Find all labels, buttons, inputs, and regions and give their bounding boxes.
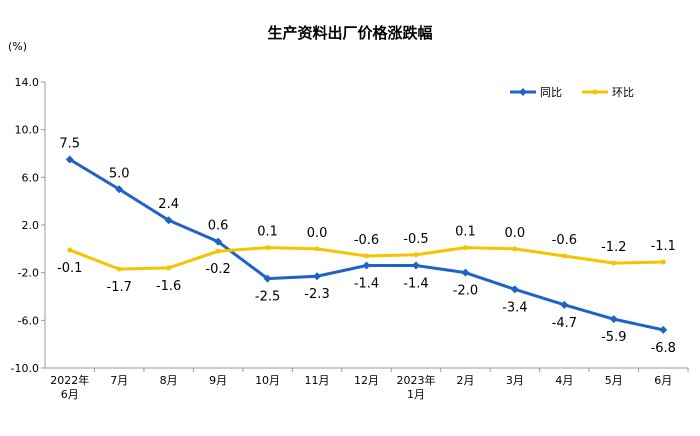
x-tick-line: 1月 <box>407 388 425 401</box>
data-point-yoy <box>560 300 569 309</box>
x-tick-line: 3月 <box>506 374 524 387</box>
x-tick-line: 6月 <box>61 388 79 401</box>
y-tick-label: 14.0 <box>15 76 40 89</box>
x-tick-line: 2023年 <box>396 373 435 387</box>
x-tick-label: 2022年 6月 <box>50 373 89 401</box>
data-label-yoy: 2.4 <box>158 197 179 212</box>
data-label-mom: -1.2 <box>601 240 626 255</box>
y-tick-label: -6.0 <box>18 314 39 327</box>
data-labels: 7.5 5.0 2.4 0.6 -2.5 -2.3 -1.4 -1.4 -2.0 -3.4 -4.7… <box>57 136 676 355</box>
x-tick-line: 7月 <box>110 374 128 387</box>
x-tick-label: 9月 <box>209 374 227 387</box>
data-point-mom <box>215 248 221 254</box>
data-label-yoy: -5.9 <box>601 330 626 345</box>
data-point-mom <box>116 266 122 272</box>
data-label-yoy: -3.4 <box>502 300 527 315</box>
y-tick-label: -10.0 <box>11 362 39 375</box>
legend-marker-mom <box>592 89 598 95</box>
data-point-mom <box>462 245 468 251</box>
x-tick-label: 10月 <box>255 374 280 387</box>
data-point-yoy <box>263 274 272 283</box>
data-point-mom <box>314 246 320 252</box>
legend-marker-yoy <box>519 88 527 96</box>
data-label-yoy: 0.6 <box>208 219 229 234</box>
data-label-mom: 0.0 <box>307 226 328 241</box>
x-tick-line: 11月 <box>305 374 330 387</box>
x-tick-line: 2022年 <box>50 373 89 387</box>
data-point-yoy <box>461 268 470 277</box>
data-point-yoy <box>313 272 322 281</box>
data-point-mom <box>561 253 567 259</box>
legend-label-mom: 环比 <box>612 86 634 99</box>
data-label-yoy: -2.3 <box>304 287 329 302</box>
data-label-yoy: -1.4 <box>403 277 428 292</box>
data-point-yoy <box>411 261 420 270</box>
data-point-mom <box>660 259 666 265</box>
y-tick-label: 6.0 <box>22 171 40 184</box>
x-tick-label: 8月 <box>160 374 178 387</box>
x-tick-label: 6月 <box>654 374 672 387</box>
legend: 同比 环比 <box>510 86 634 99</box>
data-point-yoy <box>214 237 223 246</box>
data-point-yoy <box>164 216 173 225</box>
data-label-mom: 0.0 <box>505 226 526 241</box>
x-tick-label: 4月 <box>555 374 573 387</box>
x-tick-label: 3月 <box>506 374 524 387</box>
data-label-yoy: 5.0 <box>109 166 130 181</box>
data-label-mom: -0.6 <box>354 233 379 248</box>
data-label-mom: -0.6 <box>552 233 577 248</box>
data-point-yoy <box>115 185 124 194</box>
x-tick-label: 7月 <box>110 374 128 387</box>
x-tick-label: 5月 <box>605 374 623 387</box>
x-tick-line: 5月 <box>605 374 623 387</box>
x-tick-label: 12月 <box>354 374 379 387</box>
data-label-yoy: -2.5 <box>255 290 280 305</box>
x-tick-line: 2月 <box>456 374 474 387</box>
y-tick-label: -2.0 <box>18 267 39 280</box>
x-tick-line: 12月 <box>354 374 379 387</box>
x-tick-label: 2023年 1月 <box>396 373 435 401</box>
data-label-mom: -1.6 <box>156 279 181 294</box>
data-point-yoy <box>609 315 618 324</box>
data-label-yoy: -4.7 <box>552 316 577 331</box>
data-label-mom: -1.1 <box>651 239 676 254</box>
data-label-mom: 0.1 <box>257 225 278 240</box>
data-point-mom <box>512 246 518 252</box>
legend-label-yoy: 同比 <box>540 86 562 99</box>
data-label-mom: -0.1 <box>57 261 82 276</box>
data-point-mom <box>67 247 73 253</box>
x-tick-line: 10月 <box>255 374 280 387</box>
data-label-yoy: 7.5 <box>59 136 80 151</box>
series-layer <box>65 155 668 334</box>
data-point-yoy <box>65 155 74 164</box>
data-point-mom <box>413 252 419 258</box>
data-label-yoy: -1.4 <box>354 277 379 292</box>
x-tick-line: 4月 <box>555 374 573 387</box>
y-axis-unit: (%) <box>8 40 27 53</box>
data-label-mom: -0.2 <box>205 262 230 277</box>
x-tick-label: 11月 <box>305 374 330 387</box>
y-tick-label: 10.0 <box>15 124 40 137</box>
x-tick-line: 9月 <box>209 374 227 387</box>
data-point-yoy <box>362 261 371 270</box>
x-tick-line: 6月 <box>654 374 672 387</box>
data-label-mom: -0.5 <box>403 232 428 247</box>
data-label-yoy: -6.8 <box>651 341 676 356</box>
data-point-yoy <box>659 325 668 334</box>
y-tick-label: 2.0 <box>22 219 40 232</box>
data-point-mom <box>364 253 369 259</box>
chart-title: 生产资料出厂价格涨跌幅 <box>267 24 432 42</box>
data-label-mom: 0.1 <box>455 225 476 240</box>
x-tick-label: 2月 <box>456 374 474 387</box>
data-label-yoy: -2.0 <box>453 284 478 299</box>
x-tick-line: 8月 <box>160 374 178 387</box>
data-label-mom: -1.7 <box>107 280 132 295</box>
data-point-mom <box>166 265 172 271</box>
data-point-mom <box>265 245 271 251</box>
data-point-mom <box>611 260 617 266</box>
data-point-yoy <box>510 285 519 294</box>
